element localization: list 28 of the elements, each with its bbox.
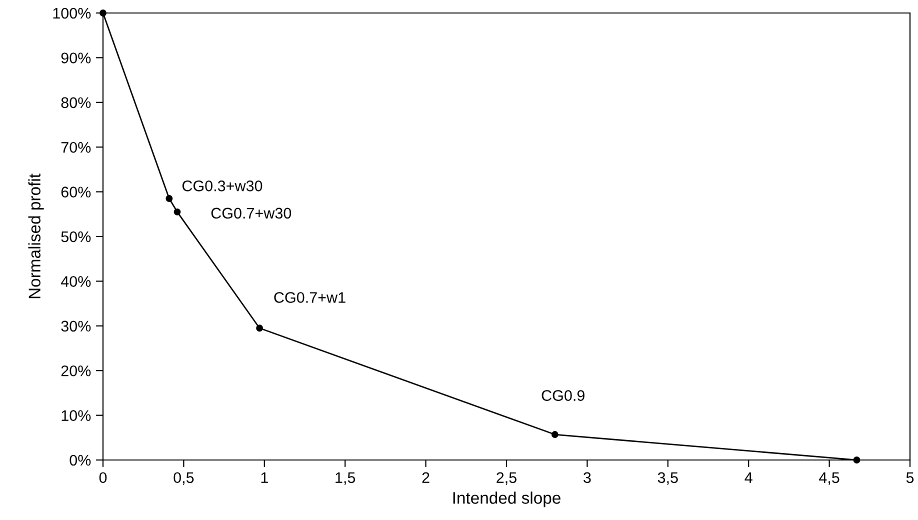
y-tick-label: 70% bbox=[61, 142, 91, 153]
x-tick-label: 0,5 bbox=[174, 472, 194, 485]
x-tick-label: 1 bbox=[261, 472, 268, 483]
y-tick-label: 80% bbox=[61, 97, 91, 108]
y-tick-label: 60% bbox=[61, 186, 91, 198]
x-tick-label: 1,5 bbox=[336, 472, 356, 485]
x-tick-label: 3,5 bbox=[658, 472, 678, 485]
annotation: CG0.7+w30 bbox=[211, 208, 292, 219]
y-tick-label: 100% bbox=[53, 8, 91, 19]
y-tick-label: 40% bbox=[60, 276, 91, 287]
annotation: CG0.7+w1 bbox=[274, 292, 346, 303]
annotation: CG0.9 bbox=[542, 390, 584, 401]
x-tick-label: 4,5 bbox=[819, 472, 840, 485]
x-tick-label: 2 bbox=[422, 472, 430, 483]
y-tick-label: 30% bbox=[61, 320, 91, 332]
x-tick-label: 3 bbox=[584, 472, 591, 484]
y-tick-label: 50% bbox=[61, 231, 91, 242]
y-axis-title: Normalised profit bbox=[28, 174, 44, 298]
x-tick-label: 0 bbox=[99, 472, 107, 484]
y-tick-label: 90% bbox=[61, 52, 91, 64]
annotation: CG0.3+w30 bbox=[182, 180, 262, 192]
x-tick-label: 2,5 bbox=[496, 472, 516, 485]
x-tick-label: 4 bbox=[744, 472, 752, 483]
y-tick-label: 20% bbox=[61, 365, 91, 376]
y-tick-label: 0% bbox=[70, 454, 91, 466]
x-axis-title: Intended slope bbox=[453, 492, 560, 508]
y-tick-label: 10% bbox=[62, 410, 91, 421]
x-tick-label: 5 bbox=[906, 472, 914, 484]
